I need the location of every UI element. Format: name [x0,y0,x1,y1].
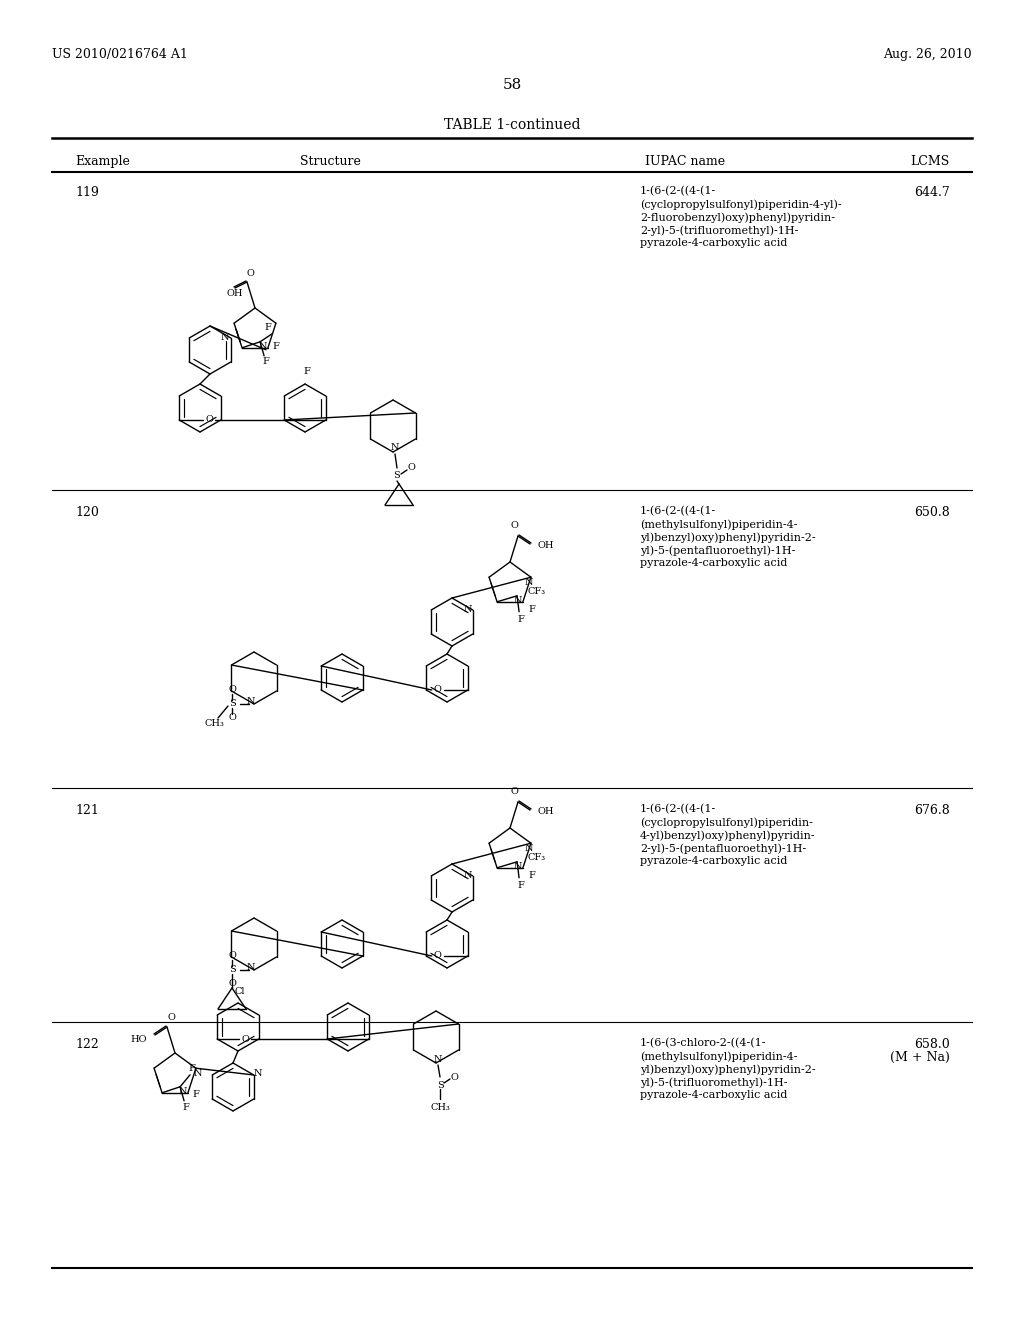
Text: 1-(6-(2-((4-(1-: 1-(6-(2-((4-(1- [640,186,716,197]
Text: CH₃: CH₃ [430,1102,450,1111]
Text: OH: OH [226,289,243,298]
Text: N: N [247,697,255,705]
Text: O: O [228,952,236,961]
Text: 2-yl)-5-(pentafluoroethyl)-1H-: 2-yl)-5-(pentafluoroethyl)-1H- [640,843,806,854]
Text: HO: HO [130,1035,147,1044]
Text: N: N [194,1069,202,1077]
Text: CF₃: CF₃ [527,587,545,597]
Text: F: F [528,606,536,614]
Text: OH: OH [538,808,555,817]
Text: O: O [228,685,236,694]
Text: F: F [262,358,269,366]
Text: N: N [464,605,472,614]
Text: IUPAC name: IUPAC name [645,154,725,168]
Text: F: F [517,615,524,624]
Text: F: F [188,1064,196,1073]
Text: Example: Example [75,154,130,168]
Text: LCMS: LCMS [910,154,950,168]
Text: N: N [524,578,534,586]
Text: pyrazole-4-carboxylic acid: pyrazole-4-carboxylic acid [640,238,787,248]
Text: yl)-5-(trifluoromethyl)-1H-: yl)-5-(trifluoromethyl)-1H- [640,1077,787,1088]
Text: 2-yl)-5-(trifluoromethyl)-1H-: 2-yl)-5-(trifluoromethyl)-1H- [640,224,799,235]
Text: F: F [517,882,524,890]
Text: S: S [436,1081,443,1089]
Text: O: O [510,521,518,531]
Text: N: N [514,862,522,871]
Text: 119: 119 [75,186,99,199]
Text: yl)benzyl)oxy)phenyl)pyridin-2-: yl)benzyl)oxy)phenyl)pyridin-2- [640,1064,816,1074]
Text: O: O [228,979,236,989]
Text: CF₃: CF₃ [527,853,545,862]
Text: N: N [391,444,399,453]
Text: O: O [242,1035,249,1044]
Text: 1-(6-(2-((4-(1-: 1-(6-(2-((4-(1- [640,506,716,516]
Text: N: N [247,962,255,972]
Text: 658.0: 658.0 [914,1038,950,1051]
Text: N: N [434,1055,442,1064]
Text: N: N [220,333,229,342]
Text: pyrazole-4-carboxylic acid: pyrazole-4-carboxylic acid [640,855,787,866]
Text: yl)-5-(pentafluoroethyl)-1H-: yl)-5-(pentafluoroethyl)-1H- [640,545,796,556]
Text: Structure: Structure [300,154,360,168]
Text: O: O [205,416,213,425]
Text: F: F [303,367,310,376]
Text: CH₃: CH₃ [204,719,224,729]
Text: O: O [228,714,236,722]
Text: (methylsulfonyl)piperidin-4-: (methylsulfonyl)piperidin-4- [640,519,798,529]
Text: (M + Na): (M + Na) [890,1051,950,1064]
Text: pyrazole-4-carboxylic acid: pyrazole-4-carboxylic acid [640,558,787,568]
Text: 644.7: 644.7 [914,186,950,199]
Text: N: N [178,1088,187,1097]
Text: N: N [464,870,472,879]
Text: 122: 122 [75,1038,98,1051]
Text: F: F [182,1104,189,1113]
Text: 121: 121 [75,804,99,817]
Text: Cl: Cl [234,986,246,995]
Text: O: O [246,268,254,277]
Text: Aug. 26, 2010: Aug. 26, 2010 [884,48,972,61]
Text: S: S [228,965,236,974]
Text: 4-yl)benzyl)oxy)phenyl)pyridin-: 4-yl)benzyl)oxy)phenyl)pyridin- [640,830,816,841]
Text: O: O [434,952,441,961]
Text: yl)benzyl)oxy)phenyl)pyridin-2-: yl)benzyl)oxy)phenyl)pyridin-2- [640,532,816,543]
Text: F: F [193,1090,200,1100]
Text: N: N [254,1069,262,1078]
Text: N: N [524,843,534,853]
Text: N: N [259,342,267,351]
Text: (cyclopropylsulfonyl)piperidin-4-yl)-: (cyclopropylsulfonyl)piperidin-4-yl)- [640,199,842,210]
Text: 1-(6-(3-chloro-2-((4-(1-: 1-(6-(3-chloro-2-((4-(1- [640,1038,767,1048]
Text: 2-fluorobenzyl)oxy)phenyl)pyridin-: 2-fluorobenzyl)oxy)phenyl)pyridin- [640,213,835,223]
Text: OH: OH [538,541,555,550]
Text: 58: 58 [503,78,521,92]
Text: O: O [510,788,518,796]
Text: pyrazole-4-carboxylic acid: pyrazole-4-carboxylic acid [640,1090,787,1100]
Text: O: O [434,685,441,694]
Text: (methylsulfonyl)piperidin-4-: (methylsulfonyl)piperidin-4- [640,1051,798,1061]
Text: TABLE 1-continued: TABLE 1-continued [443,117,581,132]
Text: F: F [272,342,280,351]
Text: O: O [451,1072,458,1081]
Text: 1-(6-(2-((4-(1-: 1-(6-(2-((4-(1- [640,804,716,814]
Text: O: O [408,463,415,473]
Text: 676.8: 676.8 [914,804,950,817]
Text: S: S [393,471,400,480]
Text: O: O [167,1012,175,1022]
Text: 120: 120 [75,506,99,519]
Text: S: S [228,700,236,709]
Text: 650.8: 650.8 [914,506,950,519]
Text: US 2010/0216764 A1: US 2010/0216764 A1 [52,48,187,61]
Text: N: N [514,597,522,606]
Text: F: F [264,323,271,333]
Text: F: F [528,871,536,880]
Text: (cyclopropylsulfonyl)piperidin-: (cyclopropylsulfonyl)piperidin- [640,817,813,828]
